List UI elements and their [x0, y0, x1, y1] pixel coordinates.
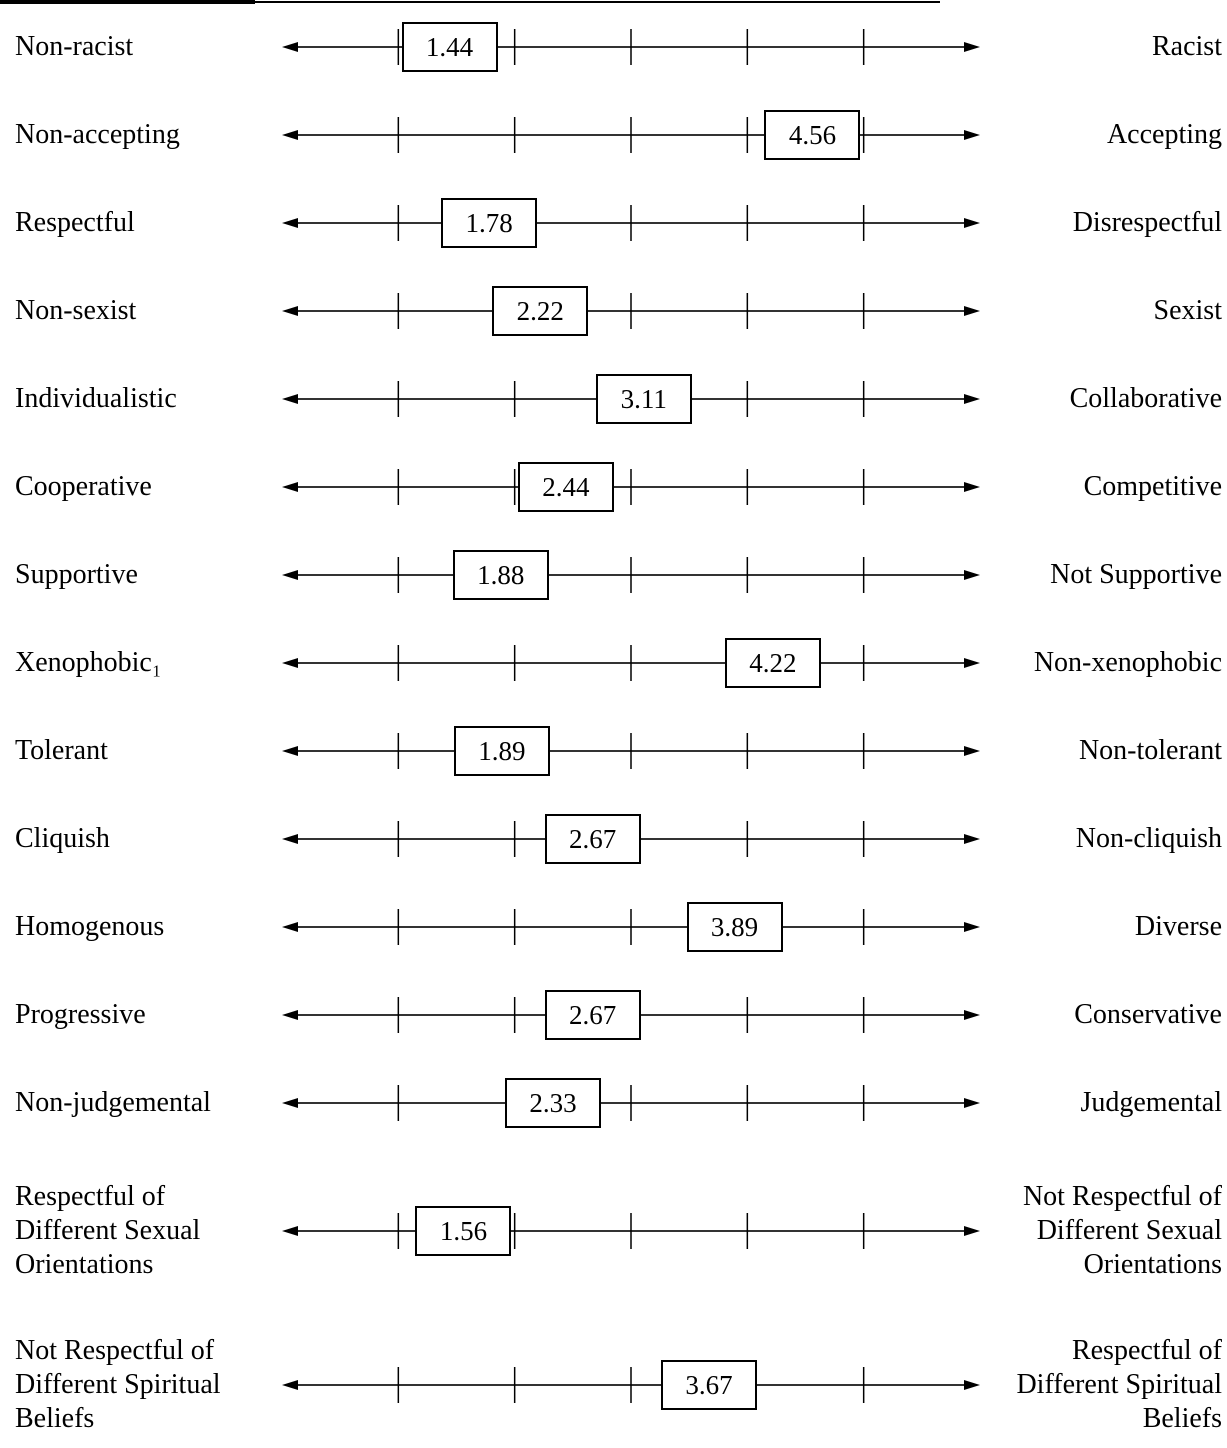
arrow-right: [964, 922, 980, 932]
left-label: Non-racist: [15, 31, 134, 62]
arrow-left: [282, 746, 298, 756]
right-label: Conservative: [1074, 999, 1222, 1030]
value-box: 1.56: [415, 1206, 512, 1256]
arrow-right: [964, 130, 980, 140]
arrow-left: [282, 1010, 298, 1020]
arrow-right: [964, 834, 980, 844]
arrow-right: [964, 394, 980, 404]
right-label: Not Supportive: [1050, 559, 1222, 590]
right-label: Sexist: [1153, 295, 1222, 326]
right-label: Non-xenophobic: [1033, 647, 1222, 678]
arrow-right: [964, 218, 980, 228]
arrow-right: [964, 306, 980, 316]
right-label: Non-cliquish: [1075, 823, 1222, 854]
value-box: 2.33: [505, 1078, 602, 1128]
arrow-left: [282, 1226, 298, 1236]
value-box: 2.44: [517, 462, 614, 512]
arrow-left: [282, 130, 298, 140]
right-label: Disrespectful: [1072, 207, 1222, 238]
value-box: 3.67: [660, 1360, 757, 1410]
arrow-right: [964, 1098, 980, 1108]
value-box: 4.22: [724, 638, 821, 688]
value-box: 1.88: [452, 550, 549, 600]
left-label: Tolerant: [15, 735, 108, 766]
arrow-left: [282, 482, 298, 492]
right-label: Judgemental: [1080, 1087, 1222, 1118]
arrow-left: [282, 394, 298, 404]
arrow-left: [282, 218, 298, 228]
value-box: 2.67: [544, 990, 641, 1040]
value-box: 3.89: [686, 902, 783, 952]
arrow-left: [282, 1098, 298, 1108]
left-label: Supportive: [15, 559, 138, 590]
right-label: Collaborative: [1069, 383, 1222, 414]
left-label: Cliquish: [15, 823, 110, 854]
arrow-left: [282, 306, 298, 316]
left-label: Xenophobic₁: [15, 647, 162, 678]
arrow-left: [282, 834, 298, 844]
value-box: 2.67: [544, 814, 641, 864]
left-label: Individualistic: [15, 383, 177, 414]
arrow-right: [964, 1226, 980, 1236]
arrow-left: [282, 922, 298, 932]
value-box: 1.89: [453, 726, 550, 776]
left-label: Respectful: [15, 207, 135, 238]
arrow-right: [964, 570, 980, 580]
value-box: 2.22: [492, 286, 589, 336]
right-label: Not Respectful of Different Sexual Orien…: [1022, 1181, 1222, 1280]
arrow-left: [282, 658, 298, 668]
left-label: Cooperative: [15, 471, 152, 502]
left-label: Non-judgemental: [15, 1087, 211, 1118]
right-label: Competitive: [1083, 471, 1222, 502]
arrow-right: [964, 42, 980, 52]
left-label: Non-sexist: [15, 295, 137, 326]
right-label: Respectful of Different Spiritual Belief…: [1016, 1335, 1222, 1434]
arrow-right: [964, 1010, 980, 1020]
right-label: Non-tolerant: [1078, 735, 1222, 766]
arrow-left: [282, 1380, 298, 1390]
arrow-left: [282, 42, 298, 52]
right-label: Accepting: [1106, 119, 1222, 150]
arrow-right: [964, 746, 980, 756]
arrow-left: [282, 570, 298, 580]
left-label: Not Respectful of Different Spiritual Be…: [15, 1335, 221, 1434]
right-label: Diverse: [1134, 911, 1222, 942]
value-box: 3.11: [595, 374, 692, 424]
left-label: Non-accepting: [15, 119, 180, 150]
value-box: 1.78: [441, 198, 538, 248]
left-label: Respectful of Different Sexual Orientati…: [15, 1181, 201, 1280]
value-box: 1.44: [401, 22, 498, 72]
right-label: Racist: [1152, 31, 1222, 62]
value-box: 4.56: [764, 110, 861, 160]
arrow-right: [964, 482, 980, 492]
arrow-right: [964, 1380, 980, 1390]
arrow-right: [964, 658, 980, 668]
left-label: Progressive: [15, 999, 146, 1030]
left-label: Homogenous: [15, 911, 165, 942]
